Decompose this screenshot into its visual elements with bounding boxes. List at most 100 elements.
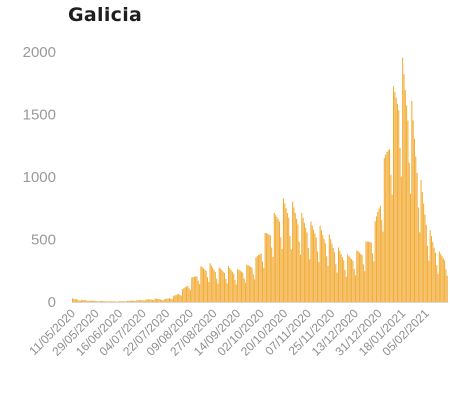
bar xyxy=(90,300,92,302)
bar xyxy=(254,279,256,302)
bar xyxy=(250,266,252,302)
bar xyxy=(332,248,334,302)
bar xyxy=(341,257,343,302)
bar xyxy=(327,266,329,302)
bar xyxy=(239,270,241,302)
bar xyxy=(362,264,364,302)
bar xyxy=(146,299,148,302)
y-tick-label: 0 xyxy=(48,294,56,311)
bar xyxy=(182,289,184,302)
bar xyxy=(223,272,226,302)
bar xyxy=(200,266,202,302)
bar xyxy=(381,220,383,302)
bar xyxy=(318,261,320,302)
bar xyxy=(153,300,155,302)
bar xyxy=(145,299,147,302)
bar xyxy=(315,237,317,302)
bar xyxy=(246,264,248,303)
bar xyxy=(267,233,269,302)
bar xyxy=(445,269,447,302)
bar xyxy=(369,242,371,302)
bar xyxy=(209,263,211,302)
bar xyxy=(252,274,254,302)
bar xyxy=(281,249,283,302)
bar xyxy=(430,236,433,302)
bar xyxy=(396,103,398,302)
bar xyxy=(374,221,376,302)
bar xyxy=(301,212,303,303)
bar xyxy=(216,278,218,302)
bar xyxy=(195,276,197,302)
bar xyxy=(391,194,393,302)
bar xyxy=(193,276,195,302)
bar xyxy=(208,281,210,302)
bar xyxy=(415,156,417,302)
bar xyxy=(230,269,232,302)
bar xyxy=(205,270,207,302)
bar xyxy=(138,300,140,302)
chart-title: Galicia xyxy=(68,4,143,26)
bar xyxy=(394,91,396,302)
bar xyxy=(358,252,360,302)
bar xyxy=(144,300,146,302)
bar xyxy=(83,300,85,302)
bar xyxy=(192,277,194,302)
bar xyxy=(158,299,160,302)
bar xyxy=(427,245,429,302)
bar xyxy=(264,233,266,302)
bar xyxy=(261,261,264,302)
bar xyxy=(417,207,419,302)
bar xyxy=(419,232,421,302)
bar xyxy=(218,267,220,302)
bar xyxy=(184,287,186,302)
bar xyxy=(340,254,342,302)
bar xyxy=(279,221,281,302)
bar xyxy=(320,230,322,302)
bar xyxy=(334,252,336,302)
bar xyxy=(112,301,114,302)
bar xyxy=(446,275,448,302)
bar xyxy=(120,301,122,302)
bar xyxy=(424,214,426,302)
bar xyxy=(163,299,165,303)
bar xyxy=(288,217,290,302)
bar xyxy=(248,266,250,302)
bar xyxy=(106,301,108,302)
bar xyxy=(440,253,442,303)
bar xyxy=(293,207,295,302)
bar xyxy=(335,263,337,302)
bar xyxy=(368,241,370,303)
bar xyxy=(259,254,261,302)
bar xyxy=(82,300,84,302)
bar xyxy=(151,299,153,302)
bar xyxy=(387,150,389,302)
bar xyxy=(183,288,185,302)
bar xyxy=(129,300,131,302)
bar xyxy=(187,285,189,302)
bar xyxy=(326,256,328,302)
bar xyxy=(429,230,431,303)
bar xyxy=(271,247,273,303)
bar xyxy=(229,268,231,302)
bar xyxy=(168,298,171,302)
bar xyxy=(185,286,188,302)
bar xyxy=(210,265,212,302)
bar xyxy=(86,300,88,302)
bar xyxy=(136,300,138,302)
bar xyxy=(79,300,81,302)
bar xyxy=(222,271,224,302)
bar xyxy=(171,299,173,302)
bar xyxy=(133,300,135,302)
bar xyxy=(375,216,377,302)
bar xyxy=(119,301,121,302)
bar xyxy=(386,152,388,302)
bar xyxy=(99,300,101,302)
bar xyxy=(309,259,311,302)
bar xyxy=(256,256,258,302)
bar xyxy=(141,300,143,302)
bar xyxy=(432,242,434,302)
bar xyxy=(277,219,279,302)
bar xyxy=(142,300,144,302)
bar xyxy=(227,266,229,302)
bar xyxy=(104,301,106,302)
